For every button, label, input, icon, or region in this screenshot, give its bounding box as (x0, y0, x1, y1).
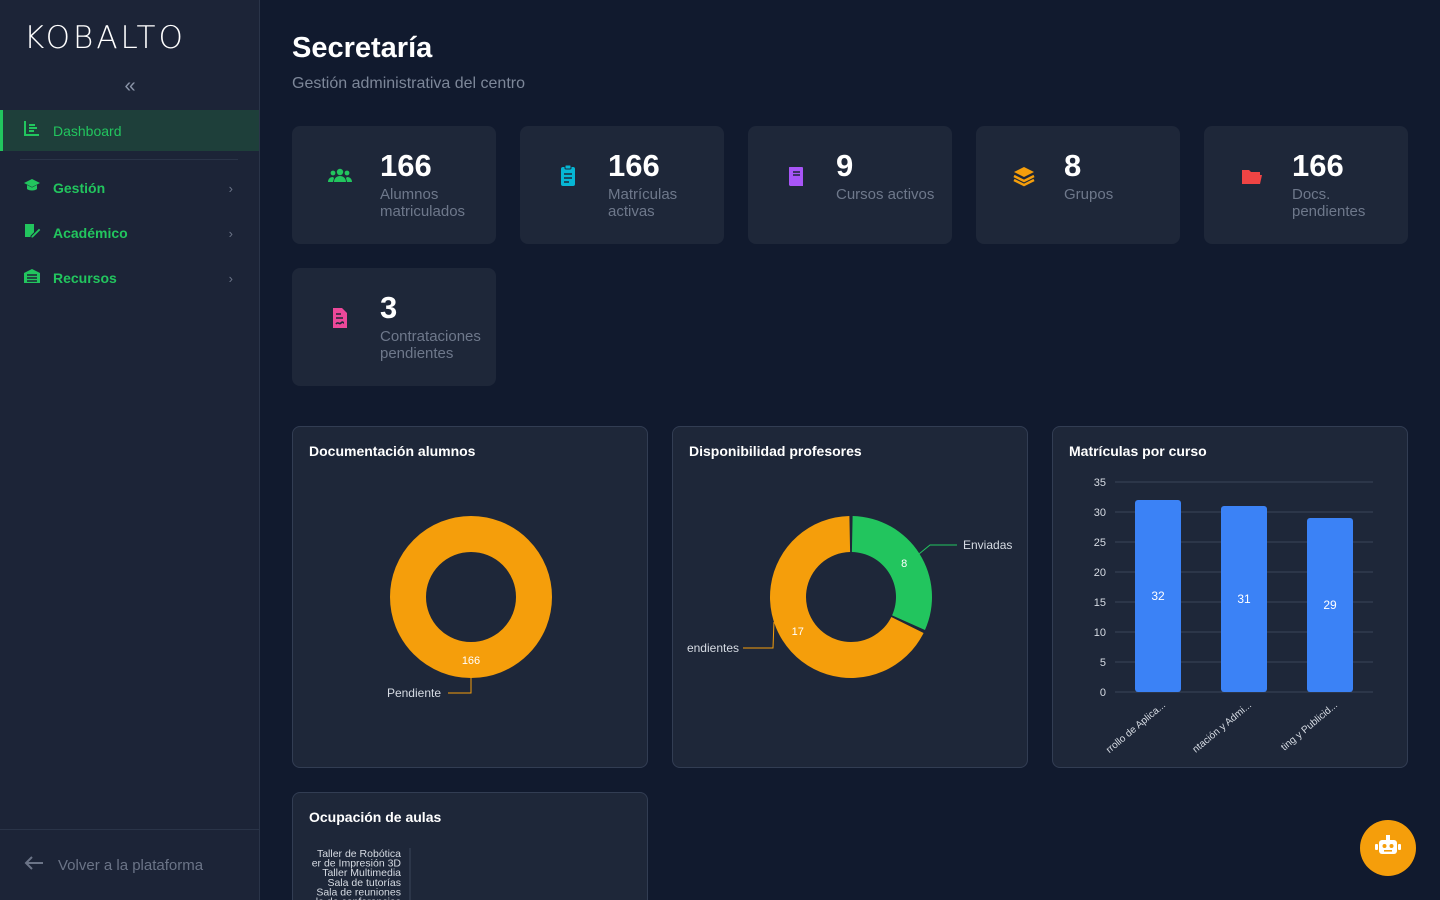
bar (1135, 500, 1181, 692)
assistant-button[interactable] (1360, 820, 1416, 876)
y-tick-label: 20 (1094, 567, 1106, 579)
donut-slice (390, 516, 552, 678)
back-to-platform-link[interactable]: Volver a la plataforma (0, 829, 259, 900)
y-tick-label: la de conferencias (316, 896, 401, 900)
data-label: 17 (792, 626, 804, 638)
disponibilidad-donut-chart: 8 Enviadas 17 endientes (687, 516, 1012, 678)
data-label: 8 (901, 558, 907, 570)
x-tick-label: rrollo de Aplica... (1104, 700, 1168, 756)
page-subtitle: Gestión administrativa del centro (292, 75, 525, 92)
leader-line (919, 544, 957, 554)
logo: KOBALTO (24, 20, 186, 56)
panel-title: Disponibilidad profesores (689, 443, 862, 459)
x-tick-label: ting y Publicid... (1279, 700, 1340, 753)
y-tick-label: 35 (1094, 477, 1106, 489)
stat-card-alumnos[interactable]: 166 Alumnos matriculados (292, 126, 496, 244)
sidebar-item-gestion[interactable]: Gestión › (0, 170, 259, 206)
panel-title: Matrículas por curso (1069, 443, 1207, 459)
y-tick-label: 25 (1094, 537, 1106, 549)
y-tick-label: Sala de reuniones (316, 886, 401, 898)
stat-value: 8 (1064, 148, 1082, 183)
bar-value-label: 29 (1323, 598, 1337, 612)
y-tick-label: 5 (1100, 657, 1106, 669)
stat-label: Alumnos matriculados (380, 186, 466, 220)
sidebar-item-recursos[interactable]: Recursos › (0, 260, 259, 296)
sidebar-item-label: Recursos (53, 270, 117, 286)
stat-value: 9 (836, 148, 854, 183)
clipboard-icon (556, 164, 580, 188)
y-tick-label: Sala de tutorías (327, 877, 401, 889)
panel-disponibilidad: Disponibilidad profesores 8 Enviadas 17 end… (672, 426, 1028, 768)
donut-slice (770, 516, 924, 678)
y-tick-label: Taller Multimedia (322, 867, 401, 879)
matriculas-bar-chart: 0 5 10 15 20 25 30 35 32 rrollo de Aplica... 31 nta… (1094, 477, 1373, 756)
stat-value: 166 (1292, 148, 1344, 183)
bar-value-label: 32 (1151, 589, 1165, 603)
arrow-left-icon (24, 855, 44, 876)
panel-ocupacion: Ocupación de aulas Taller de Robótica er … (292, 792, 648, 900)
chevrons-left-icon[interactable]: « (124, 75, 136, 97)
layers-icon (1012, 164, 1036, 188)
bar (1221, 506, 1267, 692)
panel-matriculas: Matrículas por curso 0 5 10 15 20 25 30 35 32 rro… (1052, 426, 1408, 768)
stat-value: 166 (608, 148, 660, 183)
documentacion-donut-chart: 166 Pendiente (387, 516, 552, 700)
book-edit-icon (23, 222, 42, 245)
slice-label: Pendiente (387, 686, 441, 700)
sidebar-item-label: Académico (53, 225, 128, 241)
users-icon (328, 164, 352, 188)
panel-title: Ocupación de aulas (309, 809, 442, 825)
stat-label: Docs. pendientes (1292, 186, 1366, 220)
data-label: 166 (462, 655, 480, 667)
stat-card-cursos[interactable]: 9 Cursos activos (748, 126, 952, 244)
stat-card-matriculas[interactable]: 166 Matrículas activas (520, 126, 724, 244)
y-tick-label: er de Impresión 3D (312, 858, 402, 870)
stat-card-grupos[interactable]: 8 Grupos (976, 126, 1180, 244)
sidebar-item-label: Gestión (53, 180, 106, 196)
y-tick-label: 10 (1094, 627, 1106, 639)
leader-line (448, 678, 472, 694)
stat-label: Grupos (1064, 186, 1114, 203)
folder-open-icon (1240, 164, 1264, 188)
stat-label: Matrículas activas (608, 186, 678, 220)
chevron-right-icon: › (228, 225, 233, 241)
sidebar-item-label: Dashboard (53, 122, 122, 139)
y-tick-label: Taller de Robótica (317, 848, 401, 860)
panel-title: Documentación alumnos (309, 443, 476, 459)
bar (1307, 518, 1353, 692)
dashboard-icon (23, 119, 41, 142)
y-tick-label: 30 (1094, 507, 1106, 519)
slice-label: endientes (687, 641, 739, 655)
leader-line (743, 622, 775, 649)
book-icon (784, 164, 808, 188)
y-tick-label: 0 (1100, 687, 1106, 699)
stat-label: Cursos activos (836, 186, 935, 203)
donut-slice (851, 516, 932, 631)
stat-label: Contrataciones pendientes (380, 328, 481, 362)
graduation-cap-icon (23, 177, 41, 200)
sidebar-item-dashboard[interactable]: Dashboard (0, 110, 259, 151)
chevron-right-icon: › (228, 180, 233, 196)
sidebar: KOBALTO « Dashboard Gestión › Académico … (0, 0, 260, 900)
building-icon (23, 267, 41, 290)
page-title: Secretaría (292, 32, 433, 64)
x-tick-label: ntación y Admi... (1191, 700, 1254, 756)
chevron-right-icon: › (228, 270, 233, 286)
panel-documentacion: Documentación alumnos 166 Pendiente (292, 426, 648, 768)
slice-label: Enviadas (963, 538, 1012, 552)
sidebar-divider (20, 159, 238, 160)
sidebar-item-academico[interactable]: Académico › (0, 215, 259, 251)
file-contract-icon (328, 306, 352, 330)
stat-value: 3 (380, 290, 398, 325)
bar-value-label: 31 (1237, 592, 1251, 606)
y-tick-label: 15 (1094, 597, 1106, 609)
stat-value: 166 (380, 148, 432, 183)
robot-icon (1374, 834, 1402, 863)
stat-card-contrataciones[interactable]: 3 Contrataciones pendientes (292, 268, 496, 386)
stat-card-docs[interactable]: 166 Docs. pendientes (1204, 126, 1408, 244)
back-to-platform-label: Volver a la plataforma (58, 856, 204, 874)
